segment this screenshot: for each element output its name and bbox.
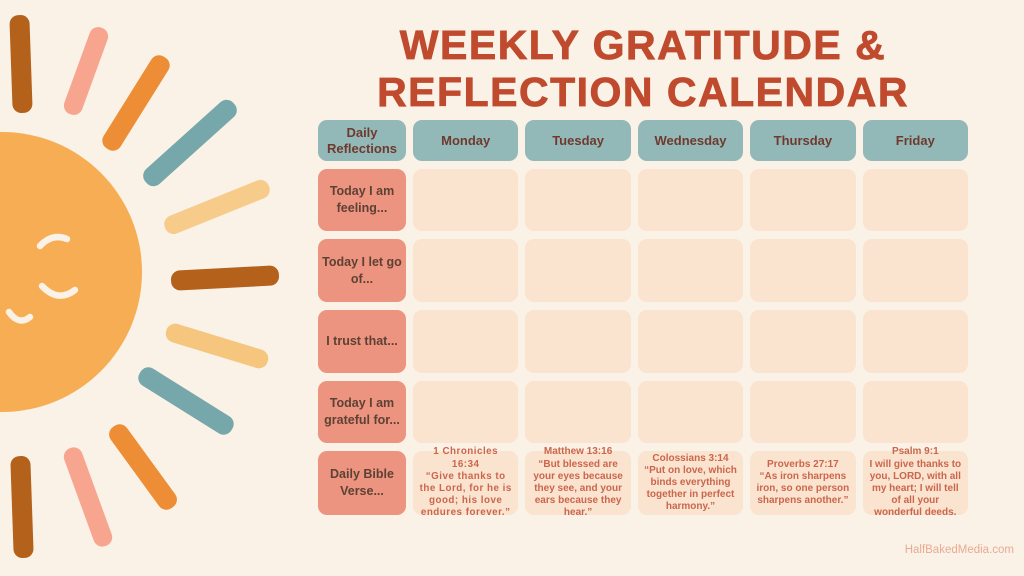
sun-ray	[9, 14, 33, 114]
day-header-wednesday: Wednesday	[637, 120, 744, 161]
entry-cell	[637, 310, 744, 373]
entry-cell	[637, 381, 744, 443]
title-line-1: WEEKLY GRATITUDE &	[399, 22, 887, 69]
entry-cell	[750, 310, 856, 373]
title-line-2: REFLECTION CALENDAR	[377, 69, 909, 116]
entry-cell	[750, 381, 856, 443]
entry-cell	[637, 169, 744, 231]
entry-cell	[750, 169, 856, 231]
verse-text: “As iron sharpens iron, so one person sh…	[756, 470, 850, 507]
sun-ray	[164, 179, 270, 235]
verse-text: “Put on love, which binds everything tog…	[644, 464, 737, 513]
entry-cell	[525, 381, 631, 443]
sun-mouth-arc	[5, 308, 34, 324]
sun-ray	[10, 455, 34, 559]
entry-cell	[862, 381, 968, 443]
verse-reference: 1 Chronicles 16:34	[433, 446, 499, 470]
entry-cell	[862, 239, 968, 302]
day-header-thursday: Thursday	[750, 120, 856, 161]
verse-reference: Colossians 3:14	[652, 452, 729, 464]
sun-body	[0, 132, 142, 412]
entry-cell	[637, 239, 744, 302]
verse-reference: Proverbs 27:17	[767, 458, 839, 470]
watermark-credit: HalfBakedMedia.com	[904, 544, 1014, 556]
sun-ray	[165, 323, 269, 369]
day-header-friday: Friday	[862, 120, 968, 161]
row-label-trust: I trust that...	[318, 310, 406, 373]
verse-text: “Give thanks to the Lord, for he is good…	[419, 470, 512, 519]
sun-eye-arc	[38, 282, 79, 299]
verse-reference: Psalm 9:1	[891, 446, 939, 458]
entry-cell	[525, 239, 631, 302]
entry-cell	[413, 239, 519, 302]
sun-eye-arc	[36, 233, 71, 250]
sun-ray	[109, 424, 177, 510]
sun-ray	[143, 99, 237, 187]
entry-cell	[750, 239, 856, 302]
row-label-grateful: Today I am grateful for...	[318, 381, 406, 443]
day-header-monday: Monday	[413, 120, 519, 161]
verse-cell-monday: 1 Chronicles 16:34 “Give thanks to the L…	[413, 446, 519, 518]
page-title: WEEKLY GRATITUDE & REFLECTION CALENDAR	[318, 22, 968, 116]
entry-cell	[525, 169, 631, 231]
entry-cell	[413, 381, 519, 443]
verse-reference: Matthew 13:16	[543, 446, 613, 458]
verse-cell-wednesday: Colossians 3:14 “Put on love, which bind…	[637, 451, 744, 515]
sun-ray	[63, 447, 113, 547]
row-label-feeling: Today I am feeling...	[318, 169, 406, 231]
row-label-let-go: Today I let go of...	[318, 239, 406, 302]
verse-cell-friday: Psalm 9:1 I will give thanks to you, LOR…	[862, 446, 968, 518]
verse-text: I will give thanks to you, LORD, with al…	[869, 458, 962, 519]
day-header-tuesday: Tuesday	[525, 120, 631, 161]
sun-ray	[138, 367, 234, 435]
calendar-table: Daily Reflections Monday Tuesday Wednesd…	[318, 120, 968, 518]
entry-cell	[525, 310, 631, 373]
entry-cell	[413, 310, 519, 373]
entry-cell	[413, 169, 519, 231]
corner-header-cell: Daily Reflections	[318, 120, 406, 161]
entry-cell	[862, 169, 968, 231]
row-label-bible-verse: Daily Bible Verse...	[318, 451, 406, 515]
sun-illustration	[0, 14, 279, 559]
sun-ray	[102, 55, 170, 151]
entry-cell	[862, 310, 968, 373]
verse-cell-thursday: Proverbs 27:17 “As iron sharpens iron, s…	[750, 451, 856, 515]
verse-text: “But blessed are your eyes because they …	[533, 458, 623, 519]
sun-ray	[171, 265, 279, 291]
sun-ray	[63, 27, 109, 115]
verse-cell-tuesday: Matthew 13:16 “But blessed are your eyes…	[525, 446, 631, 518]
